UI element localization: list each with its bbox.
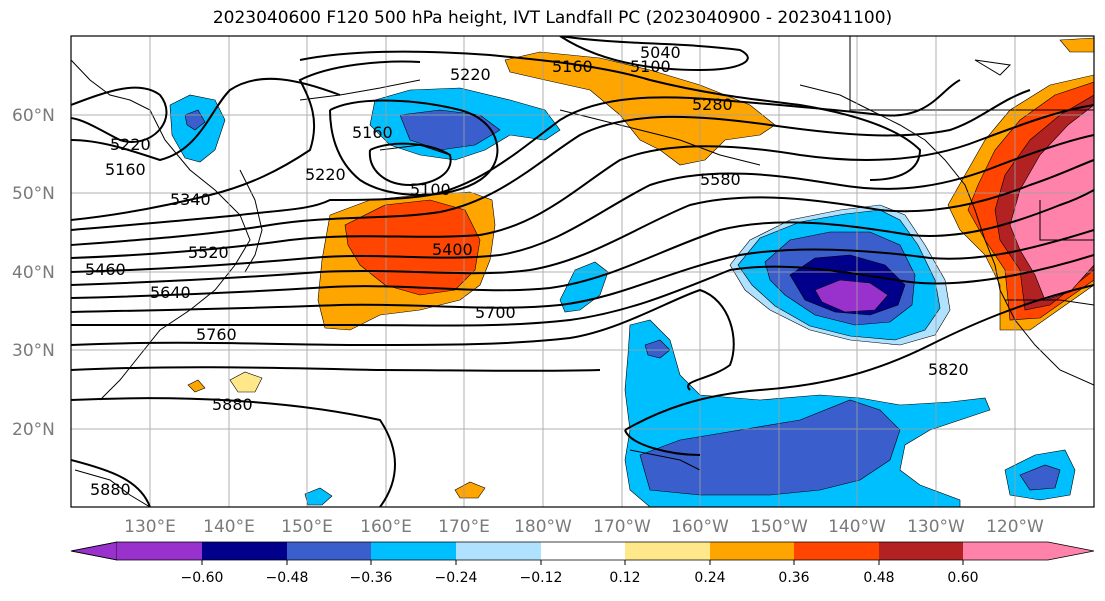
colorbar-segment [202,542,287,560]
contour-label: 5880 [90,480,131,499]
colorbar-segment [70,541,118,561]
contour-label: 5100 [410,180,451,199]
contour-label: 5820 [928,360,969,379]
contour-label: 5160 [105,160,146,179]
lon-labels: 130°E 140°E 150°E 160°E 170°E 180°W 170°… [124,517,1044,537]
colorbar-segment [117,542,202,560]
lon-label: 120°W [986,517,1044,537]
ivt-fill [169,37,1094,507]
lon-label: 170°W [593,517,651,537]
colorbar-ticks [201,560,964,565]
contour-label: 5280 [692,95,733,114]
colorbar-segment [1048,542,1094,560]
contour-label: 5520 [188,243,229,262]
contour-label: 5700 [475,303,516,322]
contour-label: 5100 [630,57,671,76]
lat-labels: 60°N 50°N 40°N 30°N 20°N [12,106,55,440]
lat-label: 60°N [12,106,55,126]
contour-label: 5640 [150,283,191,302]
colorbar: −0.60 −0.48 −0.36 −0.24 −0.12 0.12 0.24 … [70,541,1095,586]
colorbar-tick-label: −0.36 [350,570,393,586]
colorbar-segment [371,542,456,560]
colorbar-tick-label: −0.60 [181,570,224,586]
lat-label: 40°N [12,263,55,283]
contour-label: 5220 [305,165,346,184]
lon-label: 180°W [514,517,572,537]
colorbar-tick-label: 0.36 [778,570,809,586]
contour-labels: 5040 5160 5100 5220 5280 5160 5220 5160 … [85,43,969,499]
lon-label: 160°E [360,517,412,537]
colorbar-tick-label: −0.24 [435,570,478,586]
contour-label: 5760 [196,325,237,344]
map-frame [70,35,1095,508]
lat-label: 30°N [12,341,55,361]
lat-label: 20°N [12,420,55,440]
lon-label: 140°E [203,517,255,537]
colorbar-segment [710,542,794,560]
colorbar-outline [70,541,1095,561]
contour-label: 5160 [352,123,393,142]
lon-label: 150°W [750,517,808,537]
gridlines [71,36,1094,507]
map-title: 2023040600 F120 500 hPa height, IVT Land… [212,8,893,28]
colorbar-segment [456,542,541,560]
colorbar-tick-label: 0.12 [609,570,640,586]
contour-label: 5040 [640,43,681,62]
colorbar-segment [794,542,879,560]
lon-label: 170°E [438,517,490,537]
contour-label: 5880 [212,395,253,414]
colorbar-tick-label: 0.48 [863,570,894,586]
contour-label: 5220 [450,65,491,84]
colorbar-segment [541,542,625,560]
contour-label: 5400 [432,240,473,259]
lon-label: 130°E [124,517,176,537]
colorbar-tick-label: 0.24 [694,570,725,586]
lon-label: 130°W [907,517,965,537]
height-contours [71,36,1094,507]
colorbar-segment [625,542,710,560]
colorbar-segment [879,542,963,560]
lon-label: 160°W [671,517,729,537]
colorbar-segment [963,542,1048,560]
contour-label: 5340 [170,190,211,209]
contour-label: 5220 [110,135,151,154]
lon-label: 140°W [828,517,886,537]
colorbar-tick-label: 0.60 [947,570,978,586]
colorbar-segment [287,542,371,560]
contour-label: 5580 [700,170,741,189]
colorbar-tick-label: −0.48 [266,570,309,586]
contour-label: 5460 [85,260,126,279]
contour-label: 5160 [552,57,593,76]
colorbar-tick-label: −0.12 [520,570,563,586]
lat-label: 50°N [12,184,55,204]
map-area: 5040 5160 5100 5220 5280 5160 5220 5160 … [71,36,1094,507]
lon-label: 150°E [281,517,333,537]
